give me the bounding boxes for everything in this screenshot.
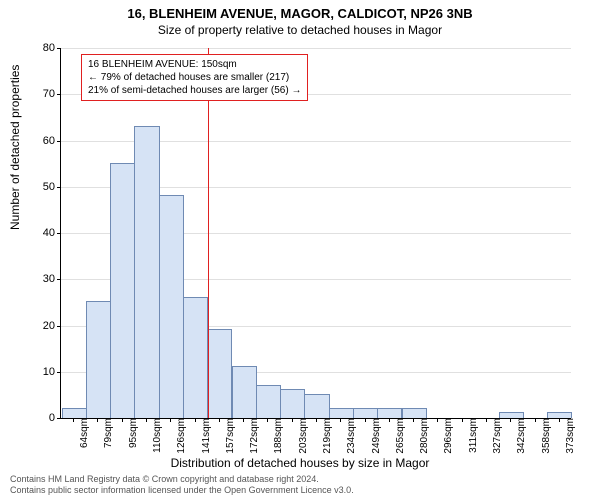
xtick-label: 358sqm — [539, 418, 552, 454]
ytick-label: 10 — [43, 366, 61, 378]
xtick-mark — [219, 418, 220, 422]
xtick-mark — [413, 418, 414, 422]
xtick-mark — [389, 418, 390, 422]
ytick-label: 40 — [43, 227, 61, 239]
gridline-h — [61, 48, 571, 49]
footer-line-2: Contains public sector information licen… — [10, 485, 354, 496]
ytick-label: 0 — [49, 412, 61, 424]
ytick-label: 50 — [43, 181, 61, 193]
xtick-mark — [340, 418, 341, 422]
annotation-line: 21% of semi-detached houses are larger (… — [88, 84, 301, 97]
xtick-mark — [486, 418, 487, 422]
xtick-label: 234sqm — [344, 418, 357, 454]
xtick-mark — [195, 418, 196, 422]
xtick-label: 373sqm — [563, 418, 576, 454]
xtick-label: 311sqm — [466, 418, 479, 453]
xtick-label: 95sqm — [126, 418, 139, 448]
xtick-label: 203sqm — [296, 418, 309, 454]
xtick-mark — [462, 418, 463, 422]
histogram-bar — [134, 126, 159, 418]
chart-subtitle: Size of property relative to detached ho… — [0, 21, 600, 37]
histogram-bar — [256, 385, 281, 418]
histogram-bar — [183, 297, 208, 418]
ytick-label: 60 — [43, 135, 61, 147]
ytick-label: 20 — [43, 320, 61, 332]
xtick-label: 64sqm — [77, 418, 90, 448]
annotation-line: ← 79% of detached houses are smaller (21… — [88, 71, 301, 84]
xtick-mark — [97, 418, 98, 422]
histogram-bar — [62, 408, 87, 418]
ytick-label: 70 — [43, 88, 61, 100]
xtick-mark — [292, 418, 293, 422]
xtick-label: 219sqm — [320, 418, 333, 454]
xtick-label: 79sqm — [101, 418, 114, 448]
plot-area: 0102030405060708064sqm79sqm95sqm110sqm12… — [60, 48, 571, 419]
annotation-line: 16 BLENHEIM AVENUE: 150sqm — [88, 58, 301, 71]
histogram-bar — [280, 389, 305, 418]
xtick-label: 141sqm — [199, 418, 212, 454]
xtick-mark — [535, 418, 536, 422]
xtick-mark — [122, 418, 123, 422]
xtick-label: 342sqm — [514, 418, 527, 454]
histogram-bar — [377, 408, 402, 418]
histogram-bar — [207, 329, 232, 418]
ytick-label: 80 — [43, 42, 61, 54]
chart-title: 16, BLENHEIM AVENUE, MAGOR, CALDICOT, NP… — [0, 0, 600, 21]
xtick-mark — [243, 418, 244, 422]
xtick-label: 172sqm — [247, 418, 260, 454]
xtick-mark — [146, 418, 147, 422]
xtick-label: 265sqm — [393, 418, 406, 454]
xtick-mark — [559, 418, 560, 422]
histogram-bar — [329, 408, 354, 418]
xtick-mark — [73, 418, 74, 422]
x-axis-label: Distribution of detached houses by size … — [0, 456, 600, 470]
xtick-mark — [437, 418, 438, 422]
histogram-bar — [232, 366, 257, 418]
footer-attribution: Contains HM Land Registry data © Crown c… — [10, 474, 354, 496]
histogram-bar — [402, 408, 427, 418]
xtick-mark — [170, 418, 171, 422]
histogram-bar — [304, 394, 329, 418]
footer-line-1: Contains HM Land Registry data © Crown c… — [10, 474, 354, 485]
xtick-label: 327sqm — [490, 418, 503, 454]
histogram-bar — [353, 408, 378, 418]
xtick-label: 110sqm — [150, 418, 163, 453]
xtick-label: 157sqm — [223, 418, 236, 454]
chart-container: 16, BLENHEIM AVENUE, MAGOR, CALDICOT, NP… — [0, 0, 600, 500]
xtick-mark — [316, 418, 317, 422]
y-axis-label: Number of detached properties — [8, 65, 22, 230]
xtick-label: 249sqm — [369, 418, 382, 454]
histogram-bar — [86, 301, 111, 418]
annotation-box: 16 BLENHEIM AVENUE: 150sqm← 79% of detac… — [81, 54, 308, 101]
xtick-mark — [510, 418, 511, 422]
reference-line — [208, 48, 209, 418]
xtick-label: 280sqm — [417, 418, 430, 454]
histogram-bar — [159, 195, 184, 418]
xtick-mark — [267, 418, 268, 422]
ytick-label: 30 — [43, 273, 61, 285]
xtick-label: 188sqm — [271, 418, 284, 454]
xtick-label: 296sqm — [441, 418, 454, 454]
xtick-mark — [365, 418, 366, 422]
histogram-bar — [110, 163, 135, 418]
xtick-label: 126sqm — [174, 418, 187, 454]
